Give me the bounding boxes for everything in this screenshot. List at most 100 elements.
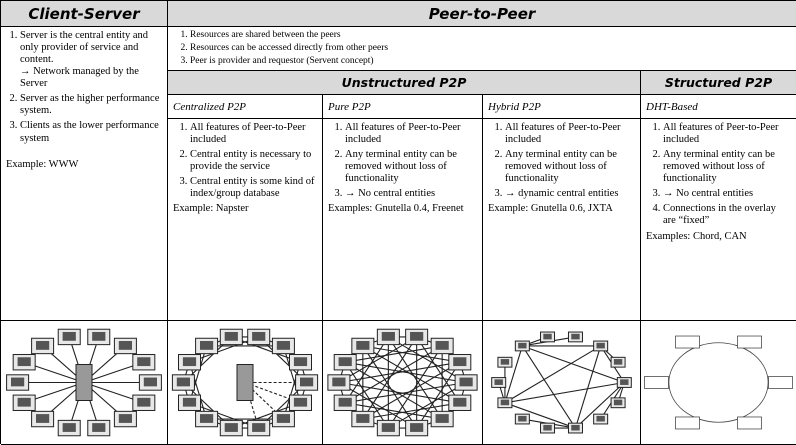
client-server-cell: Server is the central entity and only pr… <box>1 27 168 321</box>
item: All features of Peer-to-Peer included <box>663 122 791 146</box>
network-picture <box>171 328 319 437</box>
item: All features of Peer-to-Peer included <box>505 122 635 146</box>
ring <box>668 342 769 423</box>
link <box>504 345 601 404</box>
screen <box>182 397 197 407</box>
network-picture <box>644 335 793 430</box>
column-title: Centralized P2P <box>168 95 323 119</box>
column-cell: All features of Peer-to-Peer included Cen… <box>168 119 323 321</box>
link <box>338 336 417 383</box>
screen <box>36 414 50 423</box>
header: Peer-to-Peer <box>168 1 796 27</box>
network-picture <box>491 331 632 434</box>
link <box>188 345 208 403</box>
link <box>282 345 302 403</box>
list: All features of Peer-to-Peer included Any… <box>328 122 477 200</box>
link <box>189 336 259 363</box>
link <box>362 402 460 420</box>
link <box>521 345 576 429</box>
link <box>362 336 418 420</box>
p2p-cell: Resources are shared between the peers R… <box>168 27 796 71</box>
item: → No central entities <box>663 188 791 200</box>
screen <box>596 415 605 422</box>
screen <box>500 399 510 406</box>
screen <box>300 377 314 387</box>
screen <box>137 397 151 407</box>
list: All features of Peer-to-Peer included Any… <box>646 122 791 228</box>
item: Any terminal entity can be removed witho… <box>663 149 791 185</box>
link <box>189 402 259 429</box>
column-title: DHT-Based <box>641 95 796 119</box>
screen <box>381 423 395 432</box>
example: Example: Napster <box>173 203 249 215</box>
link <box>188 362 208 420</box>
example: Examples: Chord, CAN <box>646 230 747 242</box>
link <box>344 345 443 404</box>
screen <box>199 341 214 350</box>
item-text: Server is the central entity and only pr… <box>20 30 148 66</box>
screen <box>176 377 190 387</box>
item: Central entity is necessary to provide t… <box>190 149 317 173</box>
item: Peer is provider and requestor (Servent … <box>190 56 791 67</box>
link <box>282 362 302 420</box>
screen <box>356 341 370 350</box>
link <box>338 361 460 384</box>
screen <box>62 423 76 432</box>
table-box <box>644 376 669 389</box>
column-cell: All features of Peer-to-Peer included Any… <box>323 119 483 321</box>
screen <box>276 414 291 423</box>
screen <box>571 424 580 431</box>
link <box>416 336 461 404</box>
list: Server is the central entity and only pr… <box>6 30 162 145</box>
column-cell: All features of Peer-to-Peer included Any… <box>641 119 796 321</box>
screen <box>571 333 580 340</box>
screen <box>92 423 106 432</box>
link <box>387 336 443 420</box>
link <box>338 381 460 404</box>
example: Example: WWW <box>6 158 79 170</box>
link <box>522 345 625 384</box>
picture-cell <box>641 321 796 445</box>
screen <box>338 397 352 407</box>
screen <box>338 357 352 367</box>
screen <box>143 377 157 387</box>
item: Clients as the lower performance system <box>20 120 162 144</box>
link <box>244 382 284 420</box>
link <box>362 345 461 404</box>
picture-cell <box>168 321 323 445</box>
table-box <box>675 335 700 349</box>
link <box>504 345 523 403</box>
column-title: Pure P2P <box>323 95 483 119</box>
screen <box>435 414 449 423</box>
header: Client-Server <box>1 1 168 27</box>
table-box <box>737 335 762 349</box>
screen <box>293 397 308 407</box>
screen <box>410 331 424 341</box>
table-box <box>675 416 700 430</box>
screen <box>293 357 308 367</box>
screen <box>459 377 473 387</box>
example: Examples: Gnutella 0.4, Freenet <box>328 203 464 215</box>
screen <box>36 341 50 350</box>
item: Server is the central entity and only pr… <box>20 30 162 90</box>
screen <box>410 423 424 432</box>
column-cell: All features of Peer-to-Peer included Any… <box>483 119 641 321</box>
link <box>344 361 443 420</box>
screen <box>543 424 552 431</box>
screen <box>613 399 623 406</box>
screen <box>596 342 605 349</box>
item: Central entity is some kind of index/gro… <box>190 176 317 200</box>
link <box>231 402 301 429</box>
screen <box>199 414 214 423</box>
item: Connections in the overlay are “fixed” <box>663 203 791 227</box>
screen <box>500 359 510 365</box>
screen <box>252 331 266 341</box>
screen <box>453 397 467 407</box>
screen <box>518 342 527 349</box>
screen <box>252 423 266 432</box>
column-title: Hybrid P2P <box>483 95 641 119</box>
picture-cell <box>323 321 483 445</box>
table-box <box>768 376 793 389</box>
picture-cell <box>1 321 168 445</box>
